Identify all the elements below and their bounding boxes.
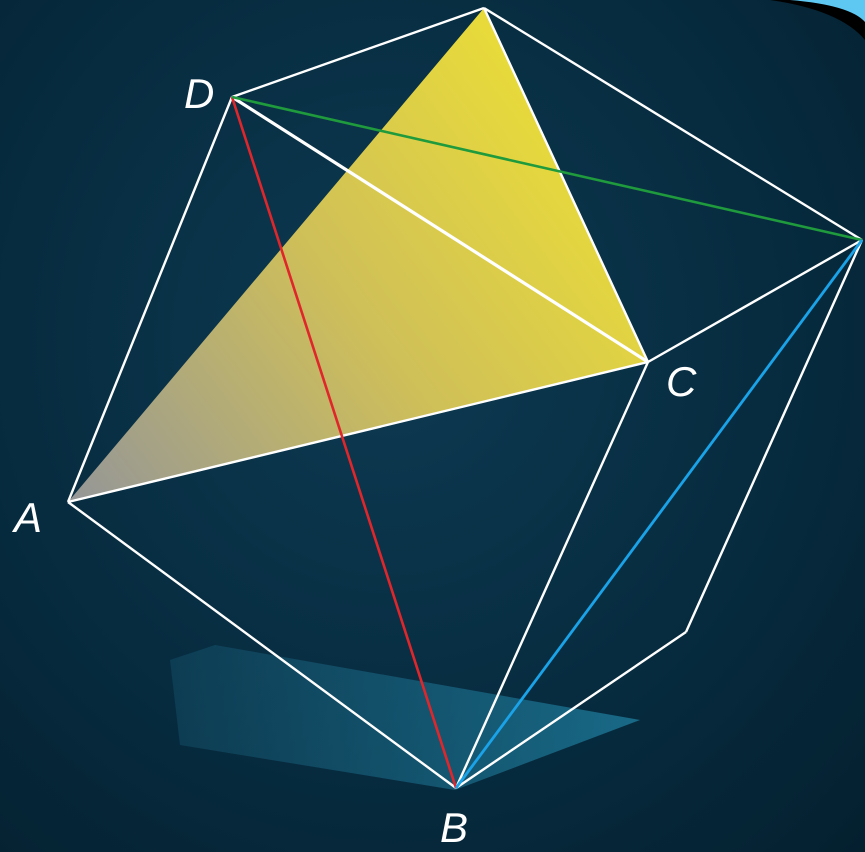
edge-A-C — [67, 360, 649, 504]
diagonal-B-right — [454, 239, 864, 789]
edge-top-C — [482, 7, 650, 363]
edge-lower-right-B — [455, 631, 687, 789]
diagonal-D-C — [231, 95, 649, 364]
edge-A-D — [66, 96, 234, 503]
edge-C-B — [454, 361, 650, 789]
vertex-label-D: D — [184, 70, 214, 117]
vertex-label-B: B — [440, 804, 468, 851]
edge-right-down — [684, 239, 864, 633]
vertex-label-A: A — [11, 494, 42, 541]
cube-edges — [66, 6, 864, 789]
shaded-triangle — [68, 8, 648, 502]
diagonal-D-right — [231, 95, 863, 242]
edge-D-top — [231, 6, 485, 99]
cube-shadow — [170, 645, 640, 790]
vertex-label-C: C — [666, 358, 697, 405]
diagonal-D-B — [230, 96, 458, 789]
edge-C-right — [647, 238, 863, 364]
corner-accent — [770, 0, 865, 40]
edge-top-right — [483, 6, 863, 242]
edge-B-A — [67, 501, 457, 789]
